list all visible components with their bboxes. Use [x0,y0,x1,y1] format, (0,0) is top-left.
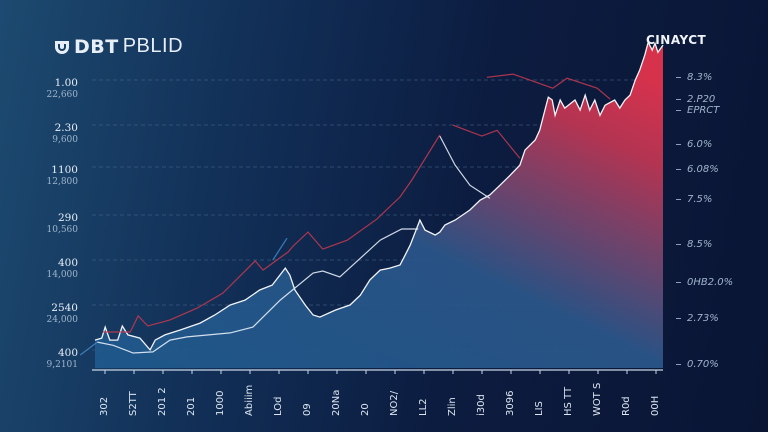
tick-dash [676,99,681,100]
tick-dash [676,318,681,319]
x-tick-label: 201 2 [157,387,168,416]
series-line-blue_line [79,341,98,356]
series-line-red_line [486,73,611,100]
series-line-red_line [452,124,521,159]
right-tick-label: 0HB2.0% [676,277,733,288]
x-tick-label: Abiiim [244,384,255,416]
right-tick-label: 8.3% [676,72,712,83]
series-line-blue_line [272,237,288,261]
y-tick-label: 2.30 9,600 [28,122,78,145]
x-tick-label: 00H [650,395,661,416]
x-tick-label: Zlin [447,397,458,416]
x-tick-label: LIS [534,401,545,416]
right-tick-text: EPRCT [687,105,720,116]
y-tick-label: 1.00 22,660 [28,77,79,100]
x-tick-label: 20 [360,403,371,416]
area-fill [95,42,663,368]
x-tick-label: 20Na [331,389,342,416]
y-tick-primary: 400 [57,257,78,269]
right-tick-text: 0.70% [687,359,719,370]
area-series-line [94,40,664,352]
y-tick-secondary: 14,000 [46,270,79,280]
series-line-white_line [97,228,419,354]
y-tick-secondary: 9,2101 [46,360,79,370]
x-tick-label: 3096 [505,390,516,416]
y-tick-primary: 2.30 [54,122,78,134]
x-tick-label: S2TT [128,391,139,416]
right-tick-label: 6.0% [676,139,712,150]
tick-dash [676,244,681,245]
right-tick-text: 2.73% [687,313,719,324]
y-tick-label: 290 10,560 [28,212,79,235]
x-tick-label: NO2/ [389,390,400,416]
x-tick-label: 302 [99,396,110,416]
corner-label: CINAYCT [646,33,707,47]
y-tick-primary: 1.00 [54,77,78,89]
right-tick-text: 6.08% [687,164,719,175]
x-tick-label: WOT S [592,382,603,416]
x-axis [92,369,663,374]
y-tick-primary: 1100 [51,164,78,176]
y-tick-primary: 2540 [51,302,78,314]
right-tick-text: 8.3% [687,72,713,83]
right-tick-label: EPRCT [676,105,719,116]
right-tick-label: 0.70% [676,359,719,370]
title-bold: DBT [74,35,119,58]
y-tick-secondary: 9,600 [52,135,78,145]
series-line-white_line [439,135,491,199]
y-tick-secondary: 10,560 [46,225,79,235]
y-tick-primary: 290 [57,212,78,224]
y-tick-label: 1100 12,800 [28,164,79,187]
tick-dash [676,110,681,111]
right-tick-text: 6.0% [687,139,713,150]
lines-layer [79,73,611,356]
right-tick-text: 8.5% [687,239,713,250]
y-tick-label: 2540 24,000 [28,302,79,325]
right-tick-label: 6.08% [676,164,719,175]
area-layer [94,40,664,368]
tick-dash [676,144,681,145]
right-tick-text: 7.5% [687,194,713,205]
x-tick-label: 201 [186,396,197,416]
right-tick-label: 2.P20 [676,94,715,105]
tick-dash [676,77,681,78]
x-tick-label: R0d [621,396,632,416]
right-tick-label: 2.73% [676,313,719,324]
right-tick-text: 0HB2.0% [687,277,734,288]
y-tick-label: 400 14,000 [28,257,79,280]
y-tick-secondary: 22,660 [46,90,79,100]
x-tick-label: HS TT [563,386,574,416]
y-tick-secondary: 24,000 [46,315,79,325]
y-tick-label: 400 9,2101 [28,347,79,370]
right-tick-label: 7.5% [676,194,712,205]
page-title: DBT PBLID [54,35,183,58]
x-tick-label: LL2 [418,398,429,416]
x-tick-label: 1000 [215,390,226,416]
x-tick-label: LOd [273,396,284,416]
title-light: PBLID [122,35,184,57]
tick-dash [676,364,681,365]
tick-dash [676,169,681,170]
x-tick-label: i30d [476,394,487,416]
x-tick-label: 09 [302,403,313,416]
right-tick-label: 8.5% [676,239,712,250]
series-line-red_line [103,134,441,333]
right-tick-text: 2.P20 [687,94,716,105]
y-tick-secondary: 12,800 [46,177,79,187]
tick-dash [676,199,681,200]
y-tick-primary: 400 [57,347,78,359]
shield-logo-icon [55,40,69,54]
tick-dash [676,282,681,283]
